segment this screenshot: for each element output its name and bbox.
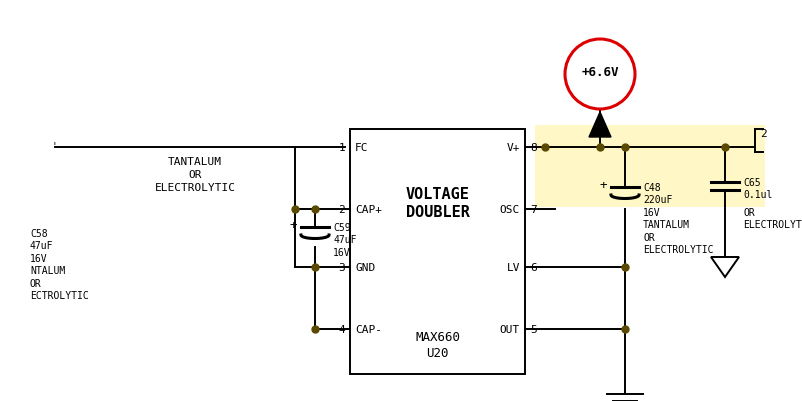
Text: 2: 2 [760,129,767,139]
Text: LV: LV [507,262,520,272]
Text: C48
220uF
16V
TANTALUM
OR
ELECTROLYTIC: C48 220uF 16V TANTALUM OR ELECTROLYTIC [643,182,714,254]
Text: 2: 2 [338,205,345,215]
FancyBboxPatch shape [535,126,765,207]
Text: C58
47uF
16V
NTALUM
OR
ECTROLYTIC: C58 47uF 16V NTALUM OR ECTROLYTIC [30,229,89,300]
Polygon shape [589,113,611,138]
Text: MAX660
U20: MAX660 U20 [415,330,460,359]
Text: 3: 3 [338,262,345,272]
Text: +: + [290,219,297,232]
Text: V+: V+ [507,143,520,153]
FancyBboxPatch shape [350,130,525,374]
Text: TANTALUM
OR
ELECTROLYTIC: TANTALUM OR ELECTROLYTIC [155,156,236,193]
Text: +6.6V: +6.6V [581,66,619,79]
Text: +: + [599,179,607,192]
Text: OSC: OSC [500,205,520,215]
Text: VOLTAGE
DOUBLER: VOLTAGE DOUBLER [406,186,469,220]
Text: C59
47uF
16V: C59 47uF 16V [333,223,357,257]
Text: 4: 4 [338,324,345,334]
Polygon shape [711,257,739,277]
Text: 6: 6 [530,262,537,272]
Text: ': ' [51,141,59,154]
Text: 8: 8 [530,143,537,153]
Text: 1: 1 [338,143,345,153]
Text: 7: 7 [530,205,537,215]
Text: CAP-: CAP- [355,324,382,334]
Text: CAP+: CAP+ [355,205,382,215]
Text: C65
0.1ul: C65 0.1ul [743,178,772,200]
Text: FC: FC [355,143,368,153]
Text: OUT: OUT [500,324,520,334]
Text: OR
ELECTROLYTIC: OR ELECTROLYTIC [743,207,802,230]
Text: GND: GND [355,262,375,272]
Text: 5: 5 [530,324,537,334]
